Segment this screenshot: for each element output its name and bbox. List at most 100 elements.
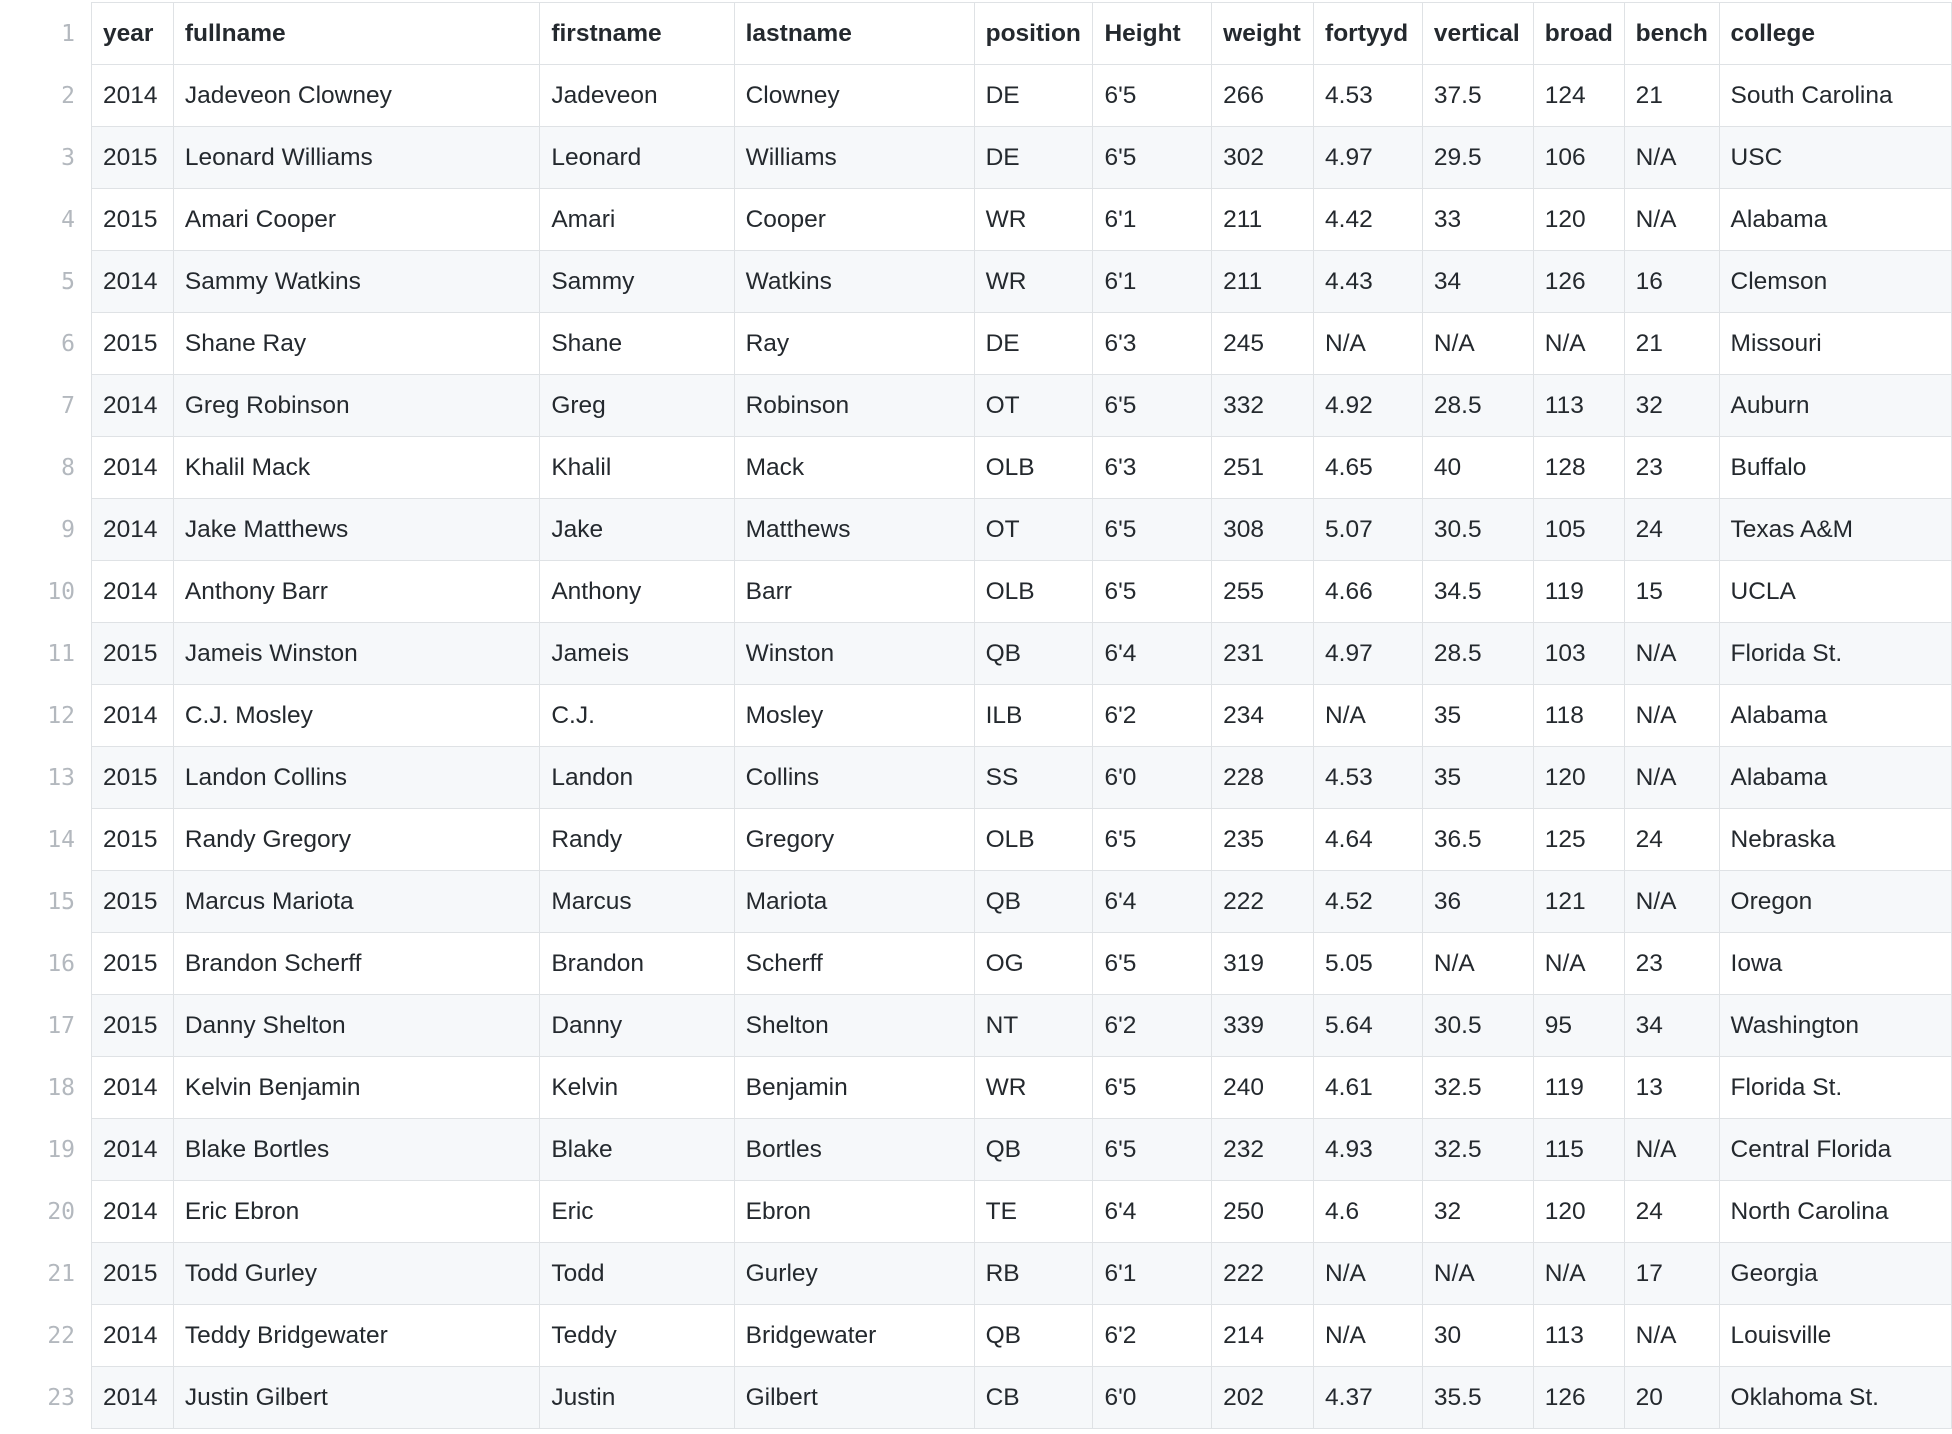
table-row: 8 2014 Khalil Mack Khalil Mack OLB 6'3 251 4.65 4…: [0, 436, 1952, 499]
cell-vertical: 36.5: [1421, 808, 1534, 871]
line-number[interactable]: 21: [0, 1242, 93, 1305]
line-number[interactable]: 6: [0, 312, 93, 375]
cell-college: USC: [1718, 126, 1952, 189]
cell-weight: 235: [1211, 808, 1315, 871]
line-number[interactable]: 19: [0, 1118, 93, 1181]
column-header-position: position: [973, 2, 1094, 65]
line-number[interactable]: 8: [0, 436, 93, 499]
cell-fullname: Danny Shelton: [172, 994, 541, 1057]
table-row: 5 2014 Sammy Watkins Sammy Watkins WR 6'1 211 4.…: [0, 250, 1952, 313]
cell-college: Iowa: [1718, 932, 1952, 995]
cell-firstname: Danny: [539, 994, 735, 1057]
cell-vertical: 33: [1421, 188, 1534, 251]
cell-lastname: Winston: [733, 622, 975, 685]
line-number[interactable]: 12: [0, 684, 93, 747]
cell-height: 6'3: [1092, 312, 1213, 375]
cell-vertical: 30.5: [1421, 994, 1534, 1057]
cell-position: WR: [973, 1056, 1094, 1119]
line-number[interactable]: 18: [0, 1056, 93, 1119]
cell-year: 2015: [91, 126, 174, 189]
cell-broad: 126: [1532, 1366, 1625, 1429]
cell-bench: 24: [1623, 808, 1720, 871]
cell-broad: 124: [1532, 64, 1625, 127]
column-header-height: Height: [1092, 2, 1213, 65]
cell-college: UCLA: [1718, 560, 1952, 623]
line-number[interactable]: 3: [0, 126, 93, 189]
cell-fortyyd: 4.37: [1313, 1366, 1423, 1429]
cell-bench: N/A: [1623, 870, 1720, 933]
cell-college: Florida St.: [1718, 1056, 1952, 1119]
line-number[interactable]: 1: [0, 2, 93, 65]
line-number[interactable]: 13: [0, 746, 93, 809]
table-row: 18 2014 Kelvin Benjamin Kelvin Benjamin WR 6'5…: [0, 1056, 1952, 1119]
cell-lastname: Ray: [733, 312, 975, 375]
cell-fortyyd: 4.97: [1313, 126, 1423, 189]
cell-college: North Carolina: [1718, 1180, 1952, 1243]
cell-broad: 119: [1532, 1056, 1625, 1119]
table-row: 17 2015 Danny Shelton Danny Shelton NT 6'2 339 5…: [0, 994, 1952, 1057]
line-number[interactable]: 11: [0, 622, 93, 685]
cell-weight: 308: [1211, 498, 1315, 561]
cell-position: SS: [973, 746, 1094, 809]
line-number[interactable]: 17: [0, 994, 93, 1057]
column-header-fullname: fullname: [172, 2, 541, 65]
cell-year: 2015: [91, 1242, 174, 1305]
cell-height: 6'5: [1092, 1056, 1213, 1119]
cell-bench: 23: [1623, 436, 1720, 499]
cell-height: 6'0: [1092, 1366, 1213, 1429]
line-number[interactable]: 16: [0, 932, 93, 995]
cell-lastname: Gregory: [733, 808, 975, 871]
cell-firstname: Randy: [539, 808, 735, 871]
cell-firstname: Brandon: [539, 932, 735, 995]
cell-broad: 119: [1532, 560, 1625, 623]
cell-lastname: Benjamin: [733, 1056, 975, 1119]
line-number[interactable]: 5: [0, 250, 93, 313]
line-number[interactable]: 23: [0, 1366, 93, 1429]
cell-year: 2014: [91, 498, 174, 561]
line-number[interactable]: 10: [0, 560, 93, 623]
cell-fortyyd: 4.97: [1313, 622, 1423, 685]
cell-position: OLB: [973, 560, 1094, 623]
cell-fortyyd: 4.42: [1313, 188, 1423, 251]
cell-vertical: 35.5: [1421, 1366, 1534, 1429]
table-row: 13 2015 Landon Collins Landon Collins SS 6'0 22…: [0, 746, 1952, 809]
cell-college: Washington: [1718, 994, 1952, 1057]
line-number[interactable]: 9: [0, 498, 93, 561]
line-number[interactable]: 14: [0, 808, 93, 871]
cell-height: 6'5: [1092, 1118, 1213, 1181]
cell-bench: 20: [1623, 1366, 1720, 1429]
table-row: 21 2015 Todd Gurley Todd Gurley RB 6'1 222 N/A N/…: [0, 1242, 1952, 1305]
cell-vertical: 35: [1421, 746, 1534, 809]
cell-college: South Carolina: [1718, 64, 1952, 127]
cell-college: Oklahoma St.: [1718, 1366, 1952, 1429]
table-row: 11 2015 Jameis Winston Jameis Winston QB 6'4 23…: [0, 622, 1952, 685]
cell-vertical: 28.5: [1421, 622, 1534, 685]
cell-firstname: Amari: [539, 188, 735, 251]
line-number[interactable]: 4: [0, 188, 93, 251]
cell-position: OLB: [973, 436, 1094, 499]
cell-position: OT: [973, 498, 1094, 561]
cell-bench: 16: [1623, 250, 1720, 313]
cell-height: 6'3: [1092, 436, 1213, 499]
cell-fullname: Amari Cooper: [172, 188, 541, 251]
line-number[interactable]: 15: [0, 870, 93, 933]
cell-fullname: Leonard Williams: [172, 126, 541, 189]
cell-fullname: Kelvin Benjamin: [172, 1056, 541, 1119]
column-header-broad: broad: [1532, 2, 1625, 65]
cell-bench: 24: [1623, 1180, 1720, 1243]
cell-height: 6'4: [1092, 1180, 1213, 1243]
cell-fullname: Justin Gilbert: [172, 1366, 541, 1429]
cell-lastname: Cooper: [733, 188, 975, 251]
line-number[interactable]: 2: [0, 64, 93, 127]
cell-fullname: Jake Matthews: [172, 498, 541, 561]
line-number[interactable]: 20: [0, 1180, 93, 1243]
cell-bench: N/A: [1623, 684, 1720, 747]
line-number[interactable]: 7: [0, 374, 93, 437]
line-number[interactable]: 22: [0, 1304, 93, 1367]
cell-college: Alabama: [1718, 684, 1952, 747]
cell-vertical: 30: [1421, 1304, 1534, 1367]
table-row: 14 2015 Randy Gregory Randy Gregory OLB 6'5 235…: [0, 808, 1952, 871]
cell-college: Missouri: [1718, 312, 1952, 375]
column-header-year: year: [91, 2, 174, 65]
cell-broad: N/A: [1532, 1242, 1625, 1305]
